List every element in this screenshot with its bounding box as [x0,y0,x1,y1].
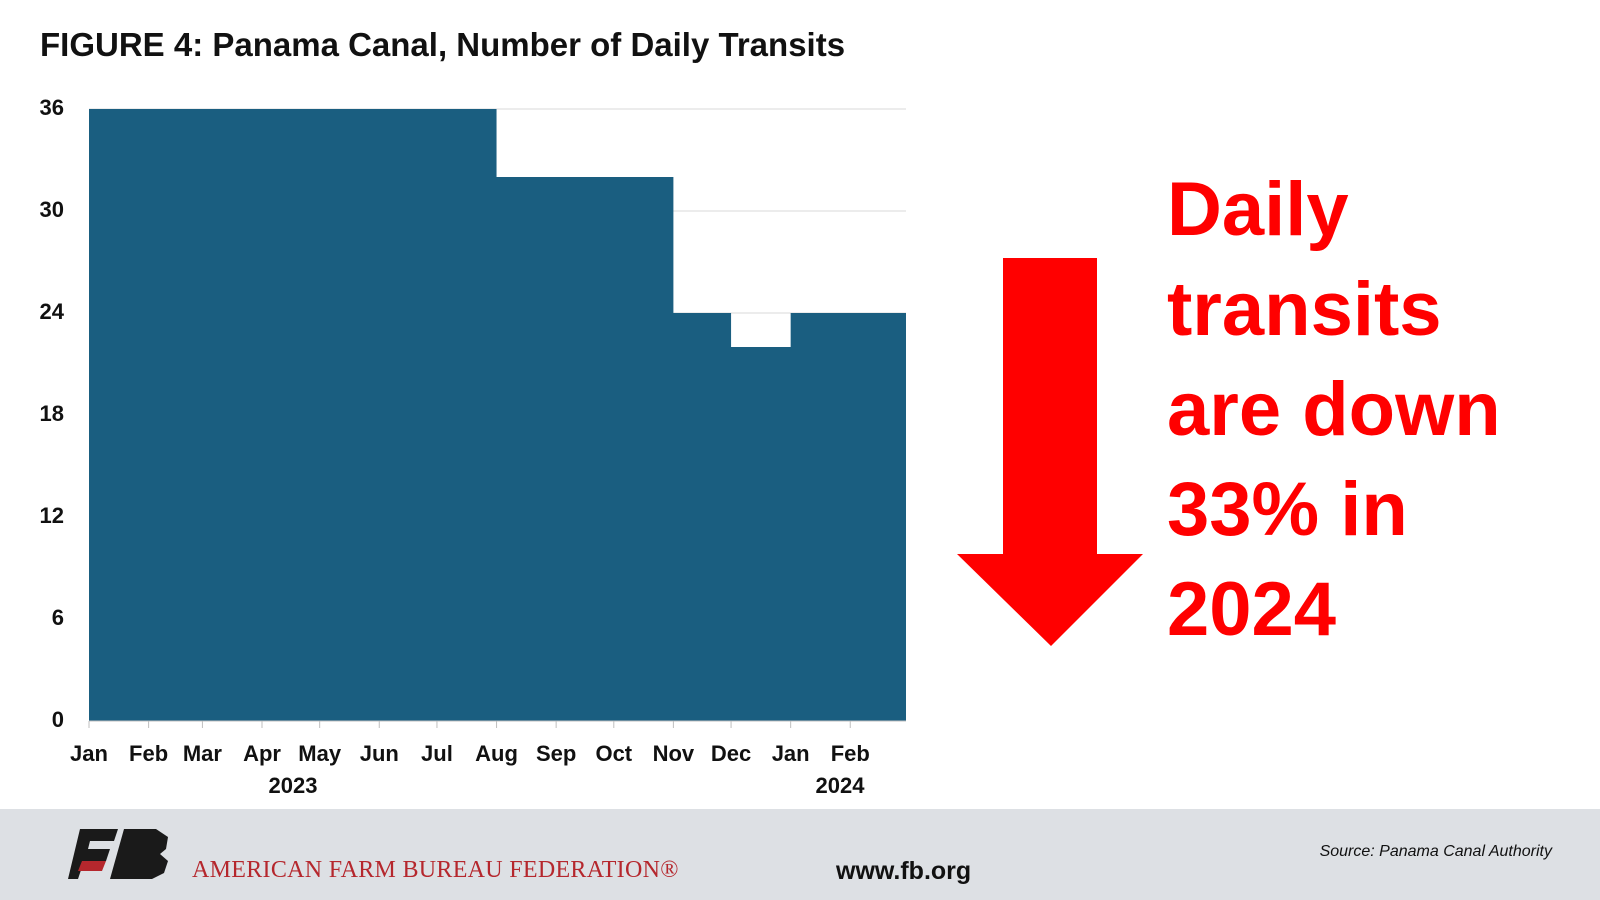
x-tick-label: Apr [243,741,281,766]
x-tick-label: Jan [70,741,108,766]
logo [68,829,168,879]
y-tick-label: 36 [40,95,64,120]
chart: 0 6 12 18 24 30 36 Jan Feb Mar Apr May Jun Jul Aug Sep O… [40,95,906,798]
x-tick-label: Jul [421,741,453,766]
year-label: 2024 [816,773,866,798]
y-tick-label: 18 [40,401,64,426]
x-tick-label: Dec [711,741,751,766]
x-tick-label: Jun [360,741,399,766]
year-label: 2023 [269,773,318,798]
y-tick-label: 0 [52,707,64,732]
x-tick-label: Oct [595,741,632,766]
x-tick-label: Nov [653,741,695,766]
x-tick-label: Mar [183,741,223,766]
y-tick-label: 12 [40,503,64,528]
y-tick-label: 24 [40,299,65,324]
organization: AMERICAN FARM BUREAU FEDERATION® [192,857,679,883]
annotation: Daily transits are down 33% in 2024 [1167,167,1501,652]
x-tick-label: Sep [536,741,576,766]
area [89,109,906,721]
x-tick-label: Jan [772,741,810,766]
x-tick-label: Feb [831,741,870,766]
y-tick-label: 6 [52,605,64,630]
x-tick-label: Feb [129,741,168,766]
y-tick-label: 30 [40,197,64,222]
x-tick-label: Aug [475,741,518,766]
website: www.fb.org [836,857,972,885]
x-tick-label: May [298,741,342,766]
chart-title: FIGURE 4: Panama Canal, Number of Daily … [40,26,846,63]
source: Source: Panama Canal Authority [1319,843,1552,860]
footer: AMERICAN FARM BUREAU FEDERATION® www.fb.… [0,809,1600,900]
